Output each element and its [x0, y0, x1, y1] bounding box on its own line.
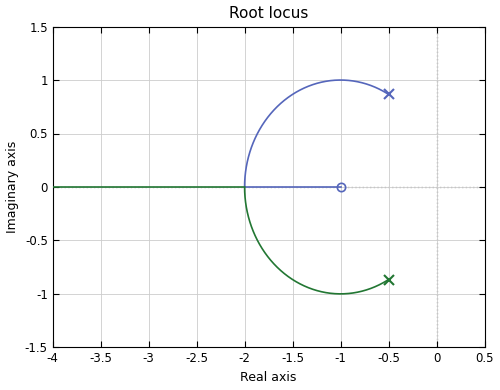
Y-axis label: Imaginary axis: Imaginary axis: [6, 141, 19, 233]
Title: Root locus: Root locus: [229, 6, 308, 21]
X-axis label: Real axis: Real axis: [240, 371, 297, 384]
